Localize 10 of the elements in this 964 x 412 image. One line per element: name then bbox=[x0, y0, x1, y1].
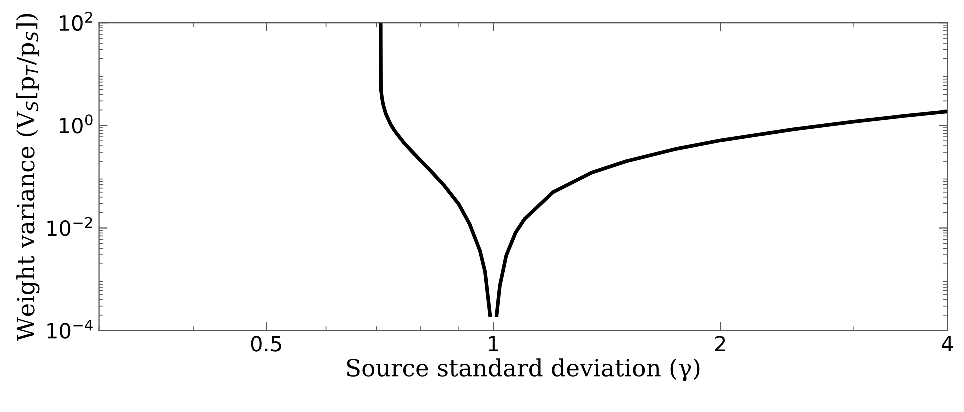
x-tick-label: 1 bbox=[489, 336, 498, 352]
x-tick-label: 2 bbox=[716, 336, 726, 352]
y-tick-label: 10$^{0}$ bbox=[60, 114, 93, 134]
y-tick-label: 10$^{2}$ bbox=[60, 12, 92, 32]
x-tick-label: 4 bbox=[942, 336, 954, 352]
x-tick-label: 0.5 bbox=[251, 336, 282, 352]
y-tick-label: 10$^{−4}$ bbox=[48, 320, 93, 339]
x-axis-title: Source standard deviation (γ) bbox=[347, 358, 700, 382]
y-tick-label: 10$^{−2}$ bbox=[48, 217, 92, 236]
y-axis-title: Weight variance (V$_{S}$[p$_{T}$/p$_{S}$]) bbox=[16, 14, 40, 342]
